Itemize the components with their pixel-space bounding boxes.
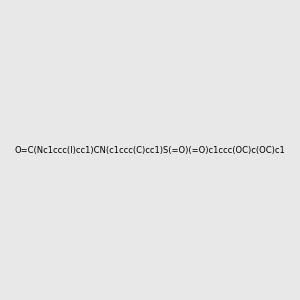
- Text: O=C(Nc1ccc(I)cc1)CN(c1ccc(C)cc1)S(=O)(=O)c1ccc(OC)c(OC)c1: O=C(Nc1ccc(I)cc1)CN(c1ccc(C)cc1)S(=O)(=O…: [15, 146, 285, 154]
